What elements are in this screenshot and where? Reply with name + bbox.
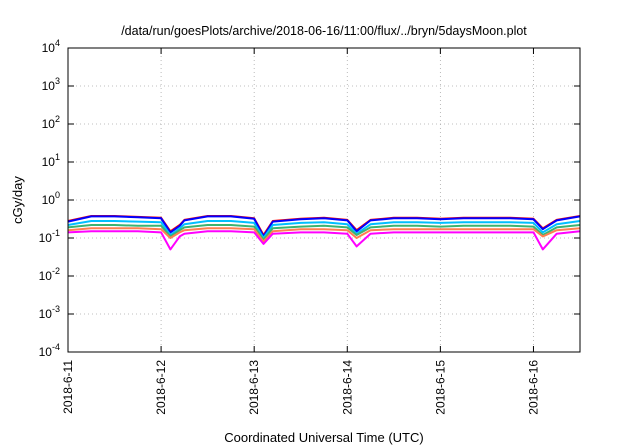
series-line-4 xyxy=(67,224,581,241)
y-tick-label: 104 xyxy=(42,38,60,55)
x-axis: 2018-6-11 2018-6-12 2018-6-13 2018-6-14 2018… xyxy=(61,48,540,415)
series-layer xyxy=(67,215,581,251)
x-axis-title: Coordinated Universal Time (UTC) xyxy=(224,430,423,445)
series-line-2 xyxy=(67,215,581,238)
x-tick-label: 2018-6-13 xyxy=(247,360,261,415)
x-tick-label: 2018-6-12 xyxy=(154,360,168,415)
y-tick-label: 101 xyxy=(42,152,60,169)
series-line-3 xyxy=(67,220,581,239)
x-tick-label: 2018-6-11 xyxy=(61,360,75,414)
chart-title: /data/run/goesPlots/archive/2018-06-16/1… xyxy=(121,24,527,38)
x-tick-label: 2018-6-16 xyxy=(526,360,540,415)
y-tick-label: 100 xyxy=(42,190,60,207)
y-axis-title: cGy/day xyxy=(10,176,25,224)
y-tick-label: 102 xyxy=(42,114,60,131)
y-tick-label: 10-4 xyxy=(39,342,60,359)
y-tick-label: 10-2 xyxy=(39,266,60,283)
y-tick-label: 10-1 xyxy=(39,228,60,245)
y-tick-label: 10-3 xyxy=(39,304,60,321)
y-tick-label: 103 xyxy=(42,76,60,93)
grid xyxy=(68,48,580,352)
x-tick-label: 2018-6-14 xyxy=(340,360,354,415)
series-line-6 xyxy=(67,230,581,251)
x-tick-label: 2018-6-15 xyxy=(433,360,447,415)
y-axis: 104 103 102 101 100 10-1 10-2 10-3 10-4 xyxy=(39,38,580,359)
series-line-5 xyxy=(67,227,581,243)
